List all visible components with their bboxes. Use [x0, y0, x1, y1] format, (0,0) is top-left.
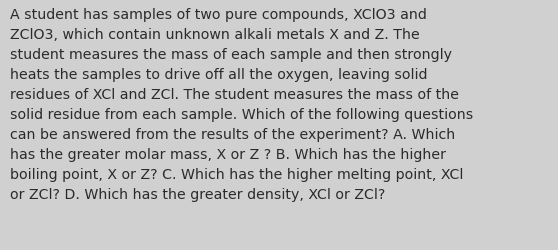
Text: A student has samples of two pure compounds, XClO3 and
ZClO3, which contain unkn: A student has samples of two pure compou…: [10, 8, 473, 201]
